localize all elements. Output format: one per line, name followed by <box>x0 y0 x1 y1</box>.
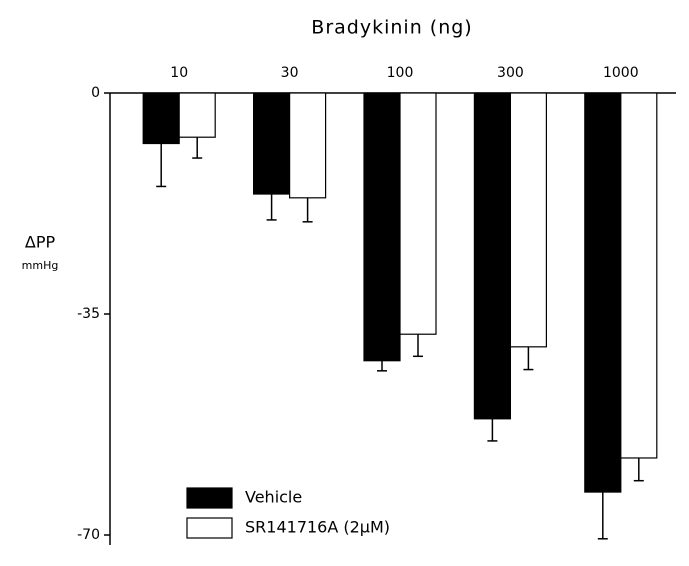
bar <box>253 92 291 195</box>
x-tick-label: 300 <box>497 65 524 81</box>
x-tick-label: 1000 <box>603 65 639 81</box>
bar <box>473 92 511 420</box>
x-tick-label: 10 <box>170 65 188 81</box>
chart-title: Bradykinin (ng) <box>311 17 472 39</box>
legend-label: SR141716A (2μM) <box>245 518 390 537</box>
bar <box>584 92 622 493</box>
y-tick-label: 0 <box>91 85 100 101</box>
y-axis-label: ΔPP <box>25 233 56 252</box>
bar <box>399 92 437 335</box>
legend-swatch <box>186 487 233 509</box>
legend-label: Vehicle <box>245 488 302 507</box>
legend-swatch <box>186 517 233 539</box>
bar <box>289 92 327 199</box>
bar <box>178 92 216 138</box>
y-tick-label: -70 <box>77 527 100 543</box>
y-axis-unit: mmHg <box>22 259 59 272</box>
y-tick-label: -35 <box>77 306 100 322</box>
bar <box>363 92 401 362</box>
bar <box>142 92 180 145</box>
x-tick-label: 30 <box>281 65 299 81</box>
bar <box>620 92 658 459</box>
bar <box>509 92 547 348</box>
x-tick-label: 100 <box>387 65 414 81</box>
